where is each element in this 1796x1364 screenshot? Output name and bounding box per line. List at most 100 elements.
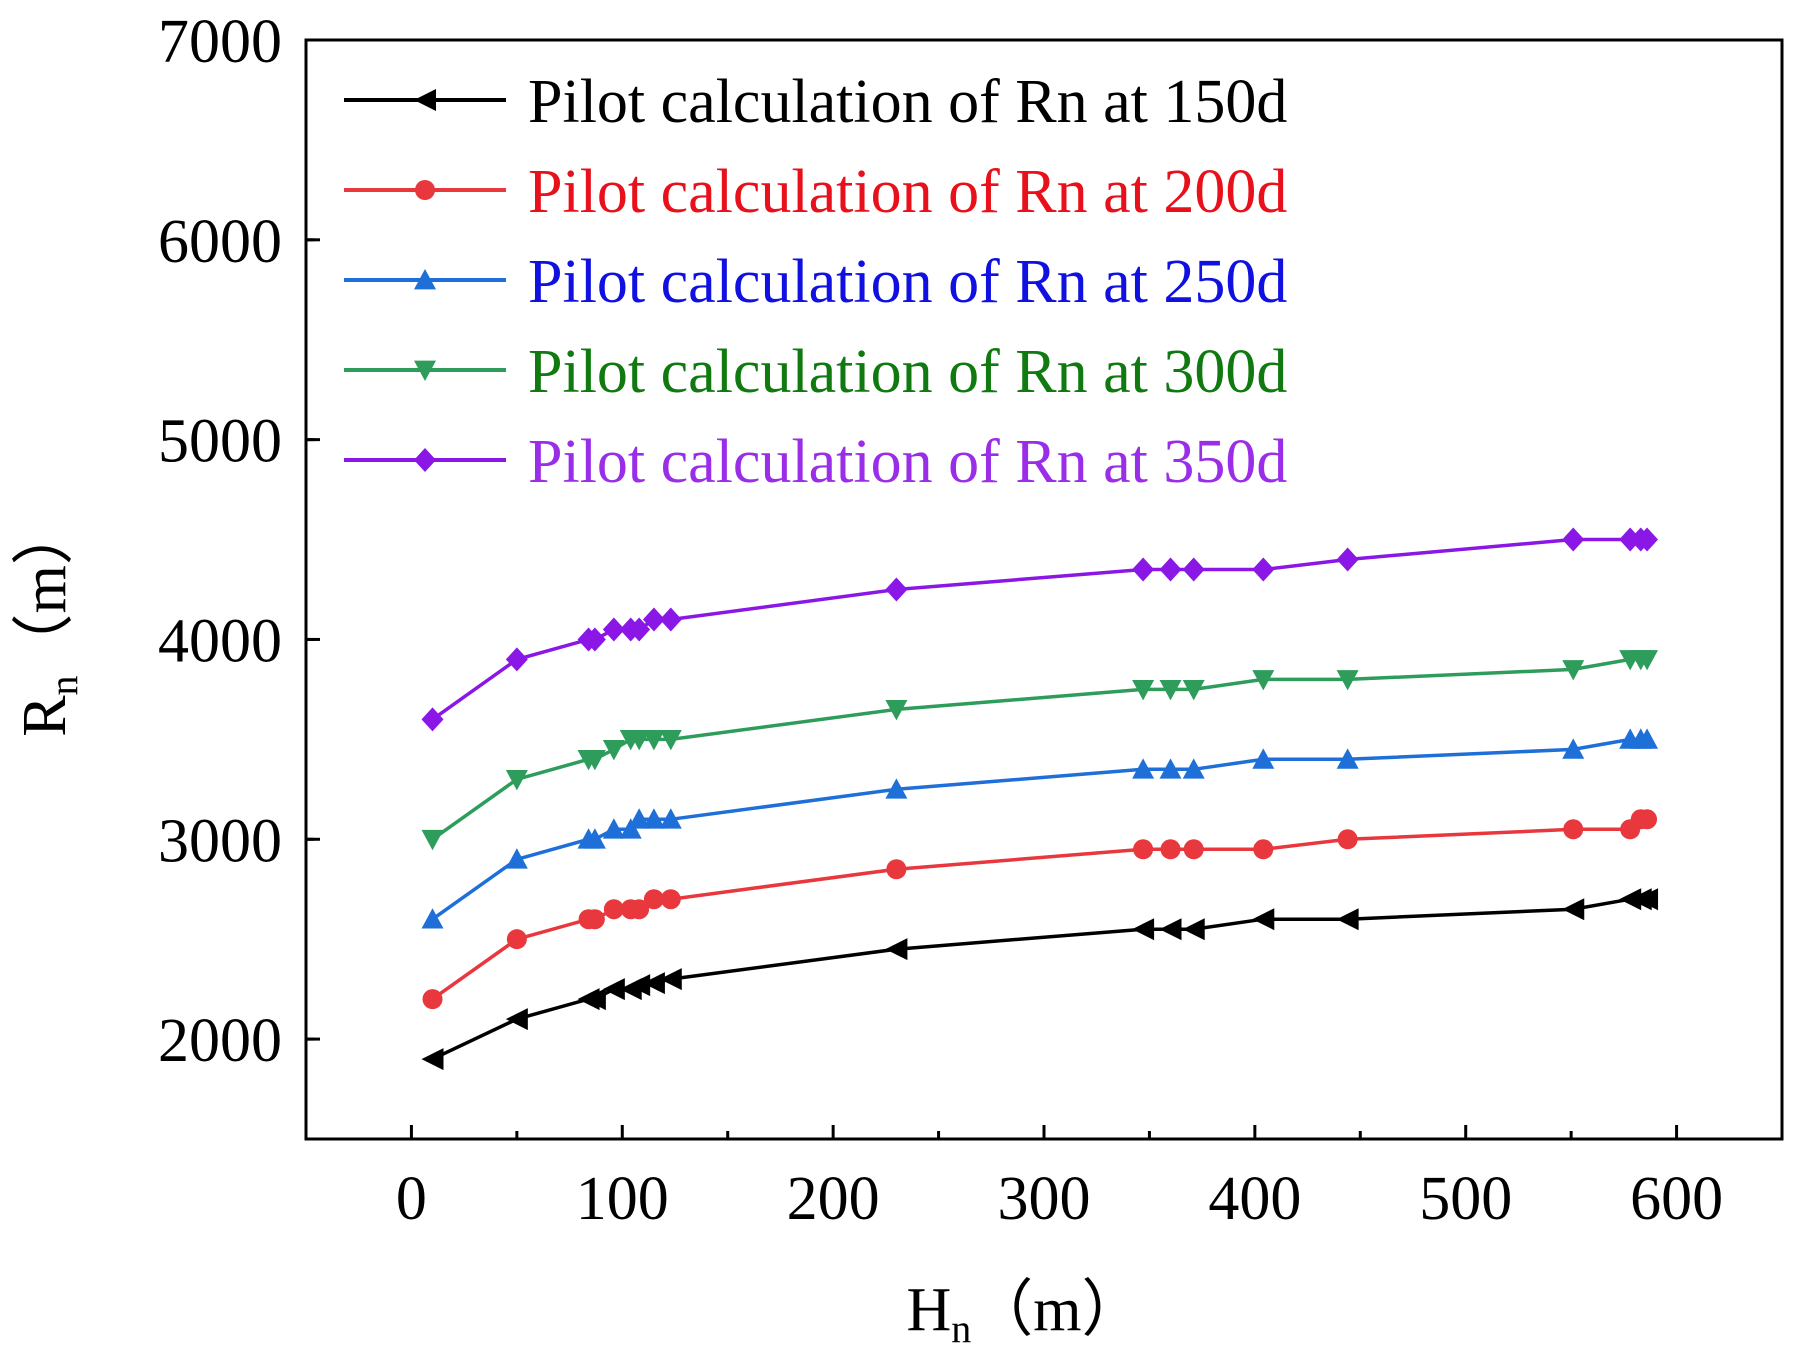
data-point xyxy=(421,707,444,732)
legend-label: Pilot calculation of Rn at 250d xyxy=(528,248,1287,316)
legend-marker xyxy=(414,89,436,111)
data-point xyxy=(1183,839,1204,860)
data-point xyxy=(1132,918,1155,941)
data-point xyxy=(885,938,908,961)
x-tick-label: 500 xyxy=(1419,1165,1512,1233)
x-tick-label: 400 xyxy=(1208,1165,1301,1233)
data-point xyxy=(628,730,651,751)
series-line xyxy=(431,897,1648,1061)
data-point xyxy=(1182,918,1205,941)
x-tick-label: 200 xyxy=(787,1165,880,1233)
data-point xyxy=(602,978,625,1001)
data-point xyxy=(1562,738,1585,759)
data-point xyxy=(421,1048,444,1071)
y-tick-label: 2000 xyxy=(158,1007,282,1075)
y-tick-label: 7000 xyxy=(158,8,282,76)
x-axis-title-unit: （m） xyxy=(971,1276,1143,1344)
y-tick-label: 4000 xyxy=(158,607,282,675)
series-1 xyxy=(421,888,1659,1071)
data-point xyxy=(1182,758,1205,779)
data-point xyxy=(885,700,908,721)
data-point xyxy=(584,909,605,930)
data-point xyxy=(885,778,908,799)
legend-item-2: Pilot calculation of Rn at 200d xyxy=(344,158,1287,226)
data-point xyxy=(642,808,665,829)
data-point xyxy=(1336,908,1359,931)
data-point xyxy=(1636,888,1659,911)
data-point xyxy=(1636,728,1659,749)
legend-label: Pilot calculation of Rn at 350d xyxy=(528,428,1287,496)
data-point xyxy=(885,577,908,602)
y-tick-label: 6000 xyxy=(158,208,282,276)
data-point xyxy=(659,607,682,632)
data-point xyxy=(1159,557,1182,582)
legend-item-4: Pilot calculation of Rn at 300d xyxy=(344,338,1287,406)
data-point xyxy=(629,899,650,920)
data-point xyxy=(1253,839,1274,860)
data-point xyxy=(628,617,651,642)
data-point xyxy=(886,859,907,880)
data-point xyxy=(1133,839,1154,860)
data-point xyxy=(1252,908,1275,931)
data-point xyxy=(1132,680,1155,701)
data-point xyxy=(1132,557,1155,582)
data-point xyxy=(505,647,528,672)
data-point xyxy=(1562,527,1585,552)
data-point xyxy=(1336,748,1359,769)
data-point xyxy=(642,730,665,751)
data-point xyxy=(1562,898,1585,921)
data-point xyxy=(1562,660,1585,681)
data-point xyxy=(583,627,606,652)
series-4 xyxy=(421,650,1659,851)
data-point xyxy=(602,740,625,761)
data-point xyxy=(421,908,444,929)
data-point xyxy=(1636,650,1659,671)
y-tick-label: 3000 xyxy=(158,807,282,875)
x-axis-title: Hn（m） xyxy=(906,1276,1143,1351)
x-axis-title-sub: n xyxy=(951,1306,971,1351)
data-point xyxy=(505,769,528,791)
data-point xyxy=(1252,748,1275,769)
data-point xyxy=(506,929,527,950)
data-point xyxy=(1636,527,1659,552)
legend-marker xyxy=(414,448,436,472)
data-point xyxy=(1252,670,1275,691)
data-point xyxy=(1563,819,1584,840)
y-axis-title: Rn（m） xyxy=(11,503,86,737)
legend-marker xyxy=(414,360,436,381)
data-point xyxy=(1132,758,1155,779)
data-point xyxy=(1159,918,1182,941)
y-axis-title-main: R xyxy=(11,695,79,737)
x-tick-label: 0 xyxy=(396,1165,427,1233)
data-point xyxy=(642,607,665,632)
legend-label: Pilot calculation of Rn at 150d xyxy=(528,68,1287,136)
data-point xyxy=(602,818,625,839)
y-axis-title-sub: n xyxy=(41,675,86,695)
data-point xyxy=(1336,547,1359,572)
series-5 xyxy=(421,527,1659,732)
data-point xyxy=(1182,557,1205,582)
data-point xyxy=(1159,758,1182,779)
legend-label: Pilot calculation of Rn at 200d xyxy=(528,158,1287,226)
data-point xyxy=(603,899,624,920)
data-point xyxy=(659,968,682,991)
data-point xyxy=(602,617,625,642)
data-point xyxy=(659,808,682,829)
data-point xyxy=(628,974,651,997)
data-point xyxy=(1160,839,1181,860)
x-tick-label: 100 xyxy=(576,1165,669,1233)
legend-item-5: Pilot calculation of Rn at 350d xyxy=(344,428,1287,496)
data-point xyxy=(1252,557,1275,582)
data-point xyxy=(1159,680,1182,701)
legend-label: Pilot calculation of Rn at 300d xyxy=(528,338,1287,406)
data-point xyxy=(659,730,682,751)
data-point xyxy=(1336,670,1359,691)
legend-marker xyxy=(415,180,435,200)
y-tick-label: 5000 xyxy=(158,408,282,476)
data-point xyxy=(643,889,664,910)
data-point xyxy=(660,889,681,910)
legend-marker xyxy=(414,269,436,290)
data-point xyxy=(628,808,651,829)
data-point xyxy=(422,989,443,1010)
